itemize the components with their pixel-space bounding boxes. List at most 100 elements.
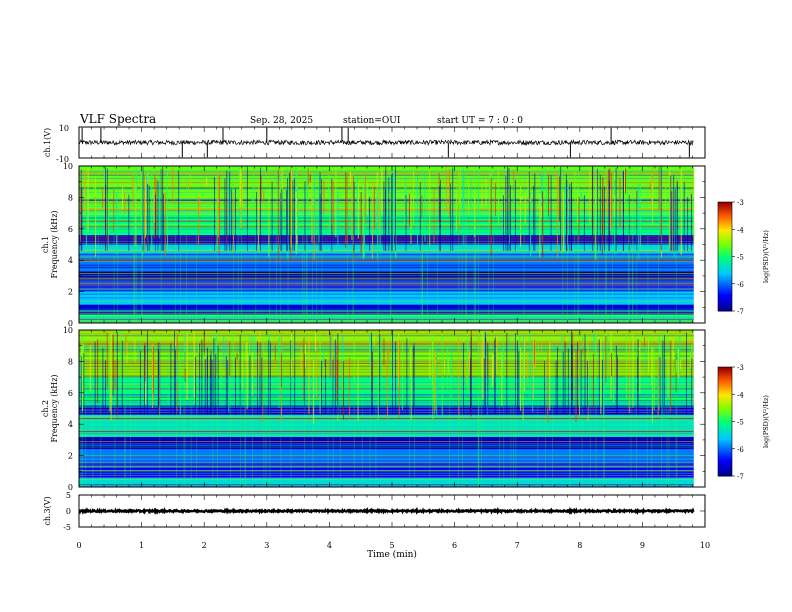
spectrogram-sferic-full xyxy=(92,330,94,487)
spectrogram-sferic xyxy=(135,183,137,247)
spectrogram-sferic xyxy=(268,333,270,360)
spectrogram-sferic xyxy=(665,187,667,211)
spectrogram-dark-gap xyxy=(286,189,287,251)
spectrogram-sferic xyxy=(540,341,542,357)
spectrogram-sferic xyxy=(496,335,498,374)
spectrogram-sferic xyxy=(521,196,523,200)
colorbar-segment xyxy=(718,394,732,397)
spectrogram-sferic xyxy=(678,348,680,379)
spectrogram-sferic xyxy=(85,188,87,248)
spectrogram-dark-gap xyxy=(214,176,216,251)
spectrogram-streak xyxy=(79,443,694,445)
colorbar-segment xyxy=(718,450,732,453)
spectrogram-streak xyxy=(79,224,694,225)
spectrogram-sferic xyxy=(307,168,309,185)
spectrogram-sferic xyxy=(144,342,146,382)
spectrogram-sferic xyxy=(233,193,234,254)
spectrogram-sferic xyxy=(680,168,682,255)
colorbar-segment xyxy=(718,430,732,433)
spectrogram-sferic xyxy=(605,336,607,383)
spectrogram-sferic-full xyxy=(537,330,539,487)
spectrogram-sferic xyxy=(481,186,483,208)
colorbar-segment xyxy=(718,214,732,218)
colorbar-segment xyxy=(718,388,732,392)
spectrogram-sferic-full xyxy=(184,330,186,487)
spectrogram-sferic xyxy=(641,356,643,363)
spectrogram-dark-gap xyxy=(592,167,594,251)
spectrogram-sferic xyxy=(93,186,95,196)
spectrogram-dark-gap xyxy=(80,169,82,251)
spectrogram-streak xyxy=(79,204,694,206)
colorbar-segment xyxy=(718,412,732,415)
spectrogram-dark-gap xyxy=(224,178,226,251)
spectrogram-streak xyxy=(79,359,694,361)
spectrogram-sferic xyxy=(421,195,423,219)
spectrogram-sferic xyxy=(530,196,532,202)
spectrogram-dark-gap xyxy=(209,355,211,415)
spectrogram-streak xyxy=(79,187,694,188)
spectrogram-sferic xyxy=(308,335,310,415)
spectrogram-streak xyxy=(79,182,694,184)
spectrogram-sferic xyxy=(379,177,381,252)
spectrogram-dark-gap xyxy=(160,168,162,251)
spectrogram-sferic xyxy=(513,179,515,216)
spectrogram-sferic xyxy=(203,332,205,355)
spectrogram-sferic xyxy=(225,339,227,371)
spectrogram-sferic xyxy=(549,342,551,411)
spectrogram-streak xyxy=(79,308,694,310)
spectrogram-streak xyxy=(79,350,694,352)
spectrogram-sferic xyxy=(197,341,199,352)
spectrogram-sferic xyxy=(507,189,509,212)
spectrogram-streak xyxy=(79,208,694,210)
spectrogram-streak xyxy=(79,279,694,281)
spectrogram-sferic xyxy=(508,338,510,353)
spectrogram-sferic-full xyxy=(465,166,467,323)
colorbar-segment xyxy=(718,280,732,283)
spectrogram-streak xyxy=(79,388,694,390)
spectrogram-sferic xyxy=(113,189,115,233)
spectrogram-streak xyxy=(79,232,694,234)
spectrogram-sferic xyxy=(649,183,651,190)
spectrogram-sferic xyxy=(449,169,451,218)
spectrogram-sferic xyxy=(495,183,496,216)
spectrogram-sferic xyxy=(126,342,128,363)
spectrogram-sferic xyxy=(229,341,231,376)
spectrogram-dark-gap xyxy=(550,175,552,251)
spectrogram-dark-gap xyxy=(175,350,176,415)
spectrogram-sferic xyxy=(380,336,382,390)
spectrogram-sferic xyxy=(693,168,695,245)
spectrogram-streak xyxy=(79,226,694,228)
spectrogram-streak xyxy=(79,238,694,240)
spectrogram-dark-gap xyxy=(270,342,271,415)
spectrogram-sferic-full xyxy=(449,330,450,487)
spectrogram-sferic-full xyxy=(129,330,131,487)
spectrogram-sferic xyxy=(424,171,426,242)
spectrogram-dark-gap xyxy=(225,356,227,415)
spectrogram-streak xyxy=(79,220,694,222)
spectrogram-sferic xyxy=(431,335,433,385)
spectrogram-streak xyxy=(79,409,694,411)
spectrogram-sferic xyxy=(120,330,122,391)
spectrogram-sferic-full xyxy=(252,330,253,487)
spectrogram-sferic xyxy=(533,340,535,365)
spectrogram-band xyxy=(79,436,694,450)
spectrogram-sferic xyxy=(520,185,522,248)
spectrogram-sferic-full xyxy=(339,330,341,487)
spectrogram-sferic xyxy=(625,168,626,194)
spectrogram-sferic-full xyxy=(422,166,423,323)
spectrogram-dark-gap xyxy=(294,330,296,415)
spectrogram-sferic xyxy=(186,332,188,400)
spectrogram-sferic xyxy=(579,361,581,409)
colorbar-segment xyxy=(718,423,732,426)
spectrogram-dark-gap xyxy=(143,345,145,415)
spectrogram-dark-gap xyxy=(487,342,489,415)
spectrogram-streak xyxy=(79,460,694,462)
spectrogram-sferic xyxy=(468,178,470,215)
spectrogram-sferic xyxy=(290,168,292,248)
spectrogram-dark-gap xyxy=(102,347,104,415)
spectrogram-dark-gap xyxy=(571,182,573,251)
spectrogram-streak xyxy=(79,466,694,468)
colorbar-segment xyxy=(718,461,732,464)
spectrogram-sferic xyxy=(144,179,146,238)
spectrogram-dark-gap xyxy=(388,177,390,251)
